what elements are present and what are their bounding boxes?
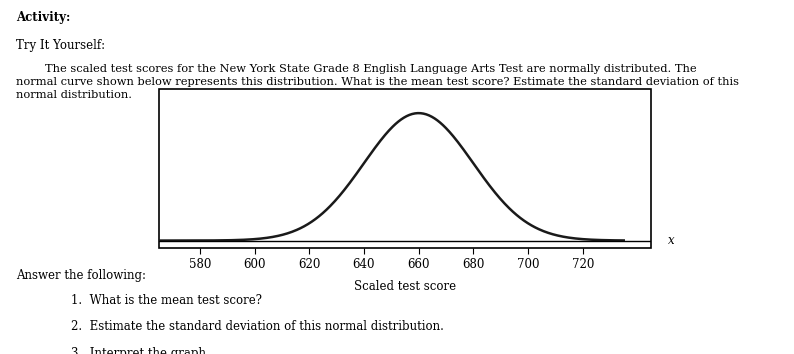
Text: 2.  Estimate the standard deviation of this normal distribution.: 2. Estimate the standard deviation of th… [71, 320, 445, 333]
Text: Activity:: Activity: [16, 11, 70, 24]
Text: Try It Yourself:: Try It Yourself: [16, 39, 105, 52]
Text: Answer the following:: Answer the following: [16, 269, 146, 282]
Text: The scaled test scores for the New York State Grade 8 English Language Arts Test: The scaled test scores for the New York … [16, 64, 739, 100]
X-axis label: Scaled test score: Scaled test score [354, 280, 456, 292]
Text: 3.  Interpret the graph.: 3. Interpret the graph. [71, 347, 210, 354]
Text: 1.  What is the mean test score?: 1. What is the mean test score? [71, 294, 263, 307]
Bar [159, 88, 651, 248]
Text: x: x [668, 234, 674, 247]
